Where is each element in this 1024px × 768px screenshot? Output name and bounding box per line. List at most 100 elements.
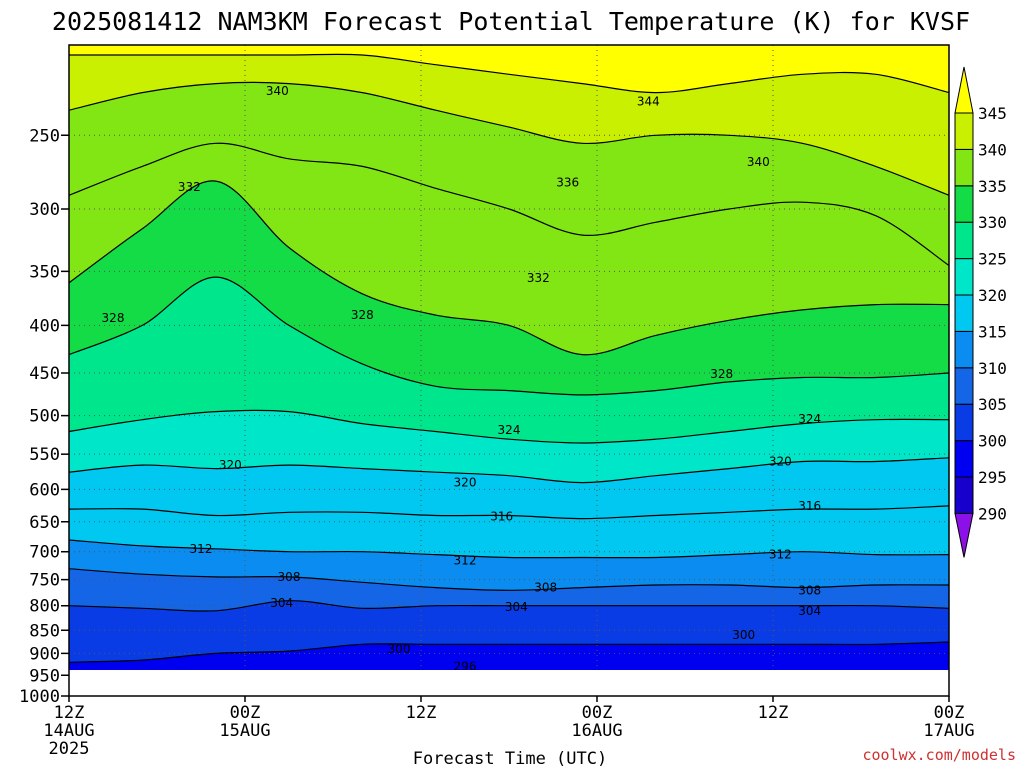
x-tick-label: 00Z xyxy=(582,703,613,723)
colorbar-swatch xyxy=(954,185,974,223)
colorbar-label: 290 xyxy=(978,504,1007,523)
contour-312 xyxy=(69,539,949,559)
ground-rect xyxy=(69,670,949,696)
colorbar-swatch xyxy=(954,112,974,150)
y-tick-label: 700 xyxy=(29,543,60,563)
contour-label: 332 xyxy=(527,271,550,285)
contour-label: 312 xyxy=(769,548,792,562)
x-tick-label: 14AUG xyxy=(43,721,94,741)
plot-area: 340 344 332 336 340 332 328 328 328 324 324 320 320 3… xyxy=(69,45,949,696)
x-tick-label: 17AUG xyxy=(923,721,974,741)
x-tick-label: 12Z xyxy=(54,703,85,723)
contour-316 xyxy=(69,505,949,520)
y-tick-label: 350 xyxy=(29,262,60,282)
x-tick-label: 12Z xyxy=(758,703,789,723)
x-tick-label: 2025 xyxy=(49,739,90,759)
contour-lines xyxy=(69,53,949,663)
x-tick-label: 15AUG xyxy=(219,721,270,741)
colorbar-arrow-high xyxy=(954,66,974,114)
contour-304 xyxy=(69,600,949,612)
contour-label: 304 xyxy=(270,596,293,610)
source-credit: coolwx.com/models xyxy=(862,746,1016,764)
contour-label: 344 xyxy=(637,95,660,109)
y-tick-label: 750 xyxy=(29,571,60,591)
contour-label: 300 xyxy=(388,642,411,656)
colorbar-swatch xyxy=(954,440,974,478)
chart-title: 2025081412 NAM3KM Forecast Potential Tem… xyxy=(52,7,970,36)
y-tick-label: 850 xyxy=(29,621,60,641)
contour-label: 304 xyxy=(798,604,821,618)
contour-308 xyxy=(69,568,949,591)
fill-band-296 xyxy=(69,677,949,696)
colorbar-label: 320 xyxy=(978,286,1007,305)
contour-336 xyxy=(69,142,949,266)
x-tick-label: 16AUG xyxy=(571,721,622,741)
colorbar-label: 295 xyxy=(978,468,1007,487)
colorbar-swatch xyxy=(954,221,974,260)
colorbar-label: 305 xyxy=(978,395,1007,414)
colorbar-swatch xyxy=(954,330,974,369)
contour-label: 340 xyxy=(747,155,770,169)
x-tick-label: 12Z xyxy=(406,703,437,723)
contour-label: 328 xyxy=(351,308,374,322)
colorbar-label: 330 xyxy=(978,213,1007,232)
ground-band xyxy=(69,670,949,696)
colorbar-label: 310 xyxy=(978,359,1007,378)
contour-label: 296 xyxy=(703,669,726,683)
contour-label: 300 xyxy=(732,628,755,642)
y-tick-label: 650 xyxy=(29,513,60,533)
contour-300 xyxy=(69,641,949,663)
colorbar-label: 315 xyxy=(978,322,1007,341)
contour-label: 304 xyxy=(505,600,528,614)
contour-label: 308 xyxy=(534,581,557,595)
y-tick-label: 450 xyxy=(29,364,60,384)
contour-328 xyxy=(69,276,949,396)
contour-label: 324 xyxy=(498,423,521,437)
contour-label: 320 xyxy=(219,458,242,472)
colorbar-swatch xyxy=(954,403,974,442)
y-tick-label: 400 xyxy=(29,316,60,336)
y-tick-label: 950 xyxy=(29,666,60,686)
contour-324 xyxy=(69,409,949,444)
contour-label: 328 xyxy=(102,311,125,325)
contour-label: 316 xyxy=(798,499,821,513)
contour-label: 324 xyxy=(798,412,821,426)
colorbar-swatch xyxy=(954,367,974,405)
colorbar-arrow-low xyxy=(954,512,974,558)
fill-band-300 xyxy=(69,642,949,670)
y-tick-label: 1000 xyxy=(19,687,60,707)
colorbar-label: 335 xyxy=(978,177,1007,196)
contour-332 xyxy=(69,180,949,356)
contour-label: 312 xyxy=(190,542,213,556)
temperature-fill xyxy=(69,45,949,696)
y-tick-label: 500 xyxy=(29,407,60,427)
contour-label: 332 xyxy=(178,180,201,194)
colorbar-label: 300 xyxy=(978,432,1007,451)
contour-label: 328 xyxy=(710,367,733,381)
colorbar-label: 345 xyxy=(978,104,1007,123)
y-tick-label: 250 xyxy=(29,126,60,146)
contour-label: 312 xyxy=(454,553,477,567)
y-tick-label: 550 xyxy=(29,445,60,465)
contour-label: 320 xyxy=(769,454,792,468)
x-axis-title: Forecast Time (UTC) xyxy=(413,749,607,768)
colorbar-label: 325 xyxy=(978,250,1007,269)
y-tick-label: 300 xyxy=(29,200,60,220)
y-tick-label: 900 xyxy=(29,644,60,664)
contour-label: 308 xyxy=(278,570,301,584)
contour-label: 308 xyxy=(798,583,821,597)
colorbar-swatch xyxy=(954,476,974,514)
contour-label: 340 xyxy=(266,84,289,98)
colorbar: 290 295 300 305 310 315 320 325 330 335 340 345 xyxy=(954,66,1007,558)
contour-320 xyxy=(69,457,949,484)
pressure-axis: 250 300 350 400 450 500 550 600 650 700 750 800 850 9… xyxy=(19,126,69,707)
y-tick-label: 800 xyxy=(29,597,60,617)
colorbar-swatch xyxy=(954,148,974,187)
x-tick-label: 00Z xyxy=(230,703,261,723)
colorbar-swatch xyxy=(954,258,974,296)
contour-344 xyxy=(69,53,949,94)
contour-label: 336 xyxy=(556,176,579,190)
contour-340 xyxy=(69,81,949,196)
